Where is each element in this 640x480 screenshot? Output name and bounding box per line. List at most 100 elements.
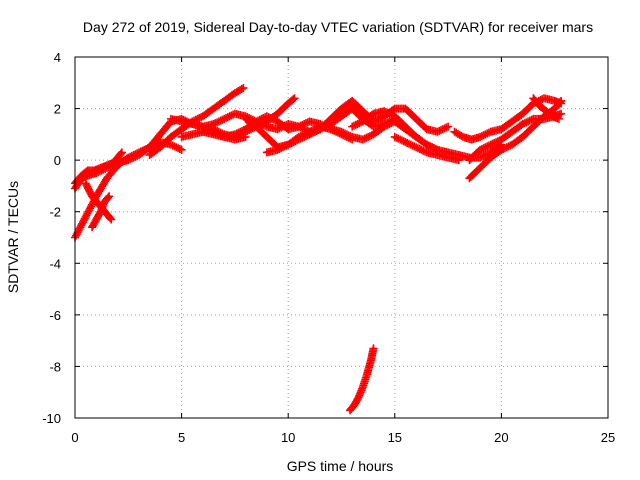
x-tick-label: 5 [178,430,185,445]
data-point-marker [216,116,225,125]
data-point-marker [218,115,227,124]
data-point-marker [355,119,364,128]
data-point-marker [440,124,449,133]
data-point-marker [289,95,298,104]
data-point-marker [225,112,234,121]
data-point-marker [477,144,486,153]
data-point-marker [497,145,506,154]
data-point-marker [353,120,362,129]
chart-title: Day 272 of 2019, Sidereal Day-to-day VTE… [83,19,593,35]
data-point-marker [481,130,490,139]
data-point-marker [259,114,268,123]
data-point-marker [396,135,405,144]
data-point-marker [223,113,232,122]
data-point-marker [435,126,444,135]
data-point-marker [290,94,299,103]
data-point-marker [131,152,140,161]
data-point-marker [424,141,433,150]
data-point-marker [481,143,490,152]
data-point-marker [373,115,382,124]
data-point-marker [275,144,284,153]
data-point-marker [257,114,266,123]
x-axis-label: GPS time / hours [287,458,394,474]
y-tick-label: 4 [54,50,61,65]
data-point-marker [433,127,442,136]
data-point-marker [116,149,125,158]
data-point-marker [381,108,390,117]
data-point-marker [342,130,351,139]
data-point-marker [222,114,231,123]
data-point-marker [483,142,492,151]
data-point-marker [479,151,488,160]
x-tick-label: 15 [388,430,402,445]
data-point-marker [253,116,262,125]
data-point-marker [337,127,346,136]
series-arc-2 [71,114,250,193]
data-point-marker [369,117,378,126]
data-point-marker [107,215,116,224]
data-point-marker [426,142,435,151]
data-point-marker [380,122,389,131]
x-tick-label: 20 [494,430,508,445]
y-axis-label: SDTVAR / TECUs [5,181,21,293]
data-point-marker [484,128,493,137]
data-point-marker [444,122,453,131]
data-point-marker [273,145,282,154]
data-point-marker [476,153,485,162]
data-point-marker [177,145,186,154]
data-point-marker [346,132,355,141]
data-point-marker [479,131,488,140]
data-point-marker [300,120,309,129]
data-point-marker [504,142,513,151]
data-point-marker [486,140,495,149]
data-point-marker [273,125,282,134]
data-point-marker [294,122,303,131]
data-point-marker [410,142,419,151]
data-point-marker [371,116,380,125]
data-point-marker [195,114,204,123]
data-point-marker [392,133,401,142]
data-point-marker [362,133,371,142]
data-point-marker [554,114,563,123]
data-point-marker [481,150,490,159]
data-point-marker [358,135,367,144]
data-point-marker [227,111,236,120]
data-point-marker [556,98,565,107]
data-point-marker [524,117,533,126]
series-arc-17 [465,109,566,165]
data-point-marker [422,140,431,149]
data-point-marker [477,152,486,161]
data-point-marker [502,143,511,152]
data-point-marker [104,193,113,202]
data-point-marker [413,144,422,153]
data-point-marker [220,114,229,123]
data-point-marker [520,119,529,128]
data-point-marker [476,145,485,154]
data-point-marker [239,83,248,92]
series-arc-5 [88,192,114,232]
data-point-marker [238,126,247,135]
y-tick-label: -8 [49,359,61,374]
data-point-marker [454,156,463,165]
data-point-marker [255,115,264,124]
data-point-marker [493,137,502,146]
data-point-marker [399,137,408,146]
data-point-marker [499,144,508,153]
data-point-marker [301,119,310,128]
data-point-marker [168,141,177,150]
axis-ticks: 0 5 10 15 20 25 -10 -8 -6 -4 -2 0 2 4 [42,50,615,445]
data-point-marker [390,132,399,141]
data-point-marker [269,115,278,124]
data-point-marker [442,123,451,132]
data-point-marker [341,129,350,138]
data-point-marker [129,153,138,162]
data-point-marker [415,144,424,153]
data-point-marker [412,143,421,152]
data-point-marker [166,140,175,149]
data-point-marker [266,114,275,123]
x-tick-label: 0 [71,430,78,445]
y-tick-label: -4 [49,256,61,271]
data-point-marker [262,112,271,121]
data-point-marker [348,122,357,131]
data-point-marker [278,143,287,152]
